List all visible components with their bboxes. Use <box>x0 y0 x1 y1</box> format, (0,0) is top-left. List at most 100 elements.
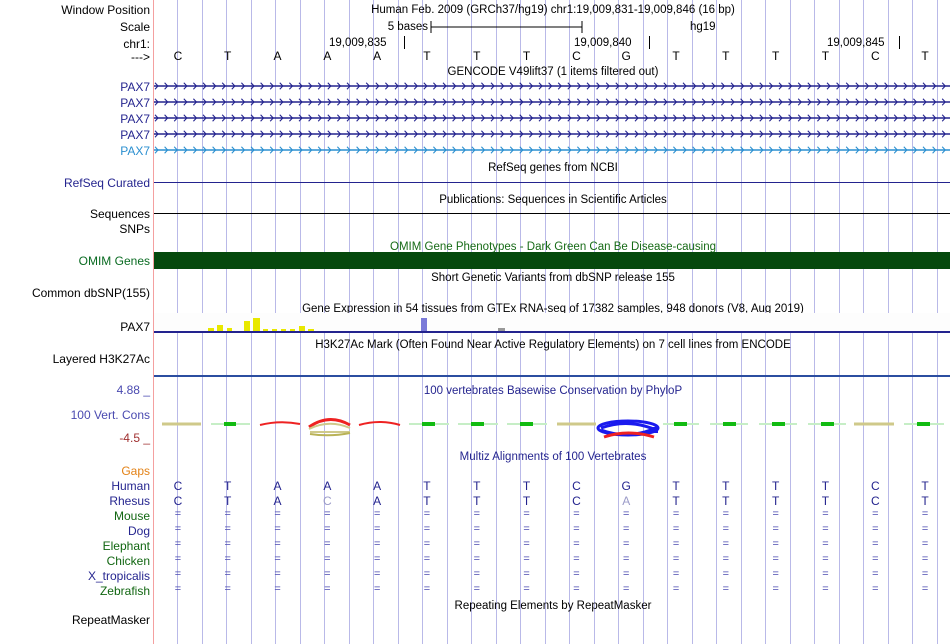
gtex-expression-bar[interactable] <box>244 321 250 331</box>
sequences-label[interactable]: Sequences <box>89 207 150 221</box>
alignment-row-chicken[interactable]: = = = = = = = = = = = = = = = = <box>153 554 950 568</box>
omim-genes-label[interactable]: OMIM Genes <box>78 254 150 268</box>
alignment-gap: = <box>772 569 779 581</box>
sequence-base: T <box>771 49 780 63</box>
alignment-row-dog[interactable]: = = = = = = = = = = = = = = = = <box>153 524 950 538</box>
alignment-base: T <box>224 494 232 508</box>
gencode-row-label-2[interactable]: PAX7 <box>120 96 150 110</box>
alignment-gap: = <box>573 509 580 521</box>
alignment-gap: = <box>174 584 182 596</box>
gtex-gene-label[interactable]: PAX7 <box>120 320 150 334</box>
alignment-gap: = <box>921 509 929 521</box>
alignment-gap: = <box>174 554 182 566</box>
alignment-gap: = <box>573 539 580 551</box>
phylop-conservation-plot[interactable] <box>154 395 950 445</box>
omim-gene-feature[interactable] <box>154 252 950 269</box>
refseq-curated-label[interactable]: RefSeq Curated <box>63 176 150 190</box>
alignment-gap: = <box>373 524 381 536</box>
dbsnp-track-title: Short Genetic Variants from dbSNP releas… <box>431 272 675 284</box>
sequence-base: T <box>224 49 232 63</box>
alignment-gap: = <box>373 539 381 551</box>
publications-sequences-feature[interactable] <box>154 213 950 214</box>
gtex-expression-bar[interactable] <box>498 328 505 331</box>
alignment-gap: = <box>274 539 281 551</box>
gencode-transcript-row-4[interactable] <box>154 128 950 140</box>
species-label-zebrafish[interactable]: Zebrafish <box>99 584 150 598</box>
species-label-x_tropicalis[interactable]: X_tropicalis <box>87 569 150 583</box>
gtex-expression-bar[interactable] <box>208 328 214 331</box>
alignment-gap: = <box>722 539 730 551</box>
conservation-track-label[interactable]: 100 Vert. Cons <box>70 408 150 422</box>
alignment-gap: = <box>573 584 580 596</box>
gtex-expression-bar[interactable] <box>281 329 286 331</box>
gtex-expression-chart[interactable] <box>154 313 950 331</box>
h3k27ac-track-title: H3K27Ac Mark (Often Found Near Active Re… <box>315 339 791 351</box>
alignment-base: A <box>273 479 282 493</box>
publications-track-title: Publications: Sequences in Scientific Ar… <box>439 194 667 206</box>
alignment-gap: = <box>772 524 779 536</box>
alignment-gap: = <box>324 509 331 521</box>
alignment-base: T <box>672 494 680 508</box>
alignment-base: T <box>224 479 232 493</box>
sequence-base: G <box>621 49 631 63</box>
scale-bar <box>430 20 590 39</box>
alignment-row-mouse[interactable]: = = = = = = = = = = = = = = = = <box>153 509 950 523</box>
refseq-curated-feature[interactable] <box>154 182 950 183</box>
alignment-base: T <box>423 494 431 508</box>
repeatmasker-label[interactable]: RepeatMasker <box>71 613 150 627</box>
alignment-gap: = <box>622 584 630 596</box>
gencode-row-label-1[interactable]: PAX7 <box>120 80 150 94</box>
gaps-label[interactable]: Gaps <box>121 464 150 478</box>
species-label-rhesus[interactable]: Rhesus <box>109 494 150 508</box>
alignment-gap: = <box>224 524 232 536</box>
gtex-expression-bar[interactable] <box>308 329 314 331</box>
alignment-gap: = <box>274 584 281 596</box>
alignment-gap: = <box>473 539 481 551</box>
alignment-row-zebrafish[interactable]: = = = = = = = = = = = = = = = = <box>153 584 950 598</box>
species-label-mouse[interactable]: Mouse <box>113 509 150 523</box>
gtex-expression-bar[interactable] <box>217 325 223 331</box>
gtex-expression-bar[interactable] <box>299 326 305 331</box>
alignment-gap: = <box>523 554 530 566</box>
conservation-max-label: 4.88 _ <box>116 383 150 397</box>
snps-label[interactable]: SNPs <box>119 222 150 236</box>
gtex-expression-bar[interactable] <box>272 329 277 331</box>
alignment-row-x_tropicalis[interactable]: = = = = = = = = = = = = = = = = <box>153 569 950 583</box>
alignment-gap: = <box>622 509 630 521</box>
gencode-row-label-5[interactable]: PAX7 <box>120 144 150 158</box>
species-label-chicken[interactable]: Chicken <box>106 554 150 568</box>
gencode-transcript-row-2[interactable] <box>154 96 950 108</box>
alignment-gap: = <box>772 554 779 566</box>
alignment-gap: = <box>672 584 680 596</box>
gtex-expression-bar[interactable] <box>421 318 427 331</box>
common-dbsnp-label[interactable]: Common dbSNP(155) <box>31 286 150 300</box>
alignment-row-elephant[interactable]: = = = = = = = = = = = = = = = = <box>153 539 950 553</box>
gtex-track-title: Gene Expression in 54 tissues from GTEx … <box>302 303 804 315</box>
gtex-expression-bar[interactable] <box>227 328 232 331</box>
phylop-svg <box>162 418 944 439</box>
gencode-transcript-row-1[interactable] <box>154 80 950 92</box>
alignment-gap: = <box>473 524 481 536</box>
sequence-base: T <box>473 49 481 63</box>
alignment-gap: = <box>822 509 829 521</box>
species-label-elephant[interactable]: Elephant <box>102 539 150 553</box>
alignment-base: T <box>921 479 929 493</box>
alignment-gap: = <box>373 569 381 581</box>
species-label-dog[interactable]: Dog <box>127 524 150 538</box>
alignment-gap: = <box>324 584 331 596</box>
gencode-transcript-row-5[interactable] <box>154 144 950 156</box>
layered-h3k27ac-label[interactable]: Layered H3K27Ac <box>52 352 150 366</box>
alignment-gap: = <box>523 524 530 536</box>
ruler-tick-label: 19,009,840 <box>574 37 632 49</box>
gencode-row-label-4[interactable]: PAX7 <box>120 128 150 142</box>
gencode-row-label-3[interactable]: PAX7 <box>120 112 150 126</box>
gtex-expression-bar[interactable] <box>253 318 260 331</box>
gtex-expression-bar[interactable] <box>263 329 268 331</box>
gtex-expression-bar[interactable] <box>290 329 295 331</box>
gencode-transcript-row-3[interactable] <box>154 112 950 124</box>
alignment-gap: = <box>224 584 232 596</box>
species-label-human[interactable]: Human <box>111 479 150 493</box>
